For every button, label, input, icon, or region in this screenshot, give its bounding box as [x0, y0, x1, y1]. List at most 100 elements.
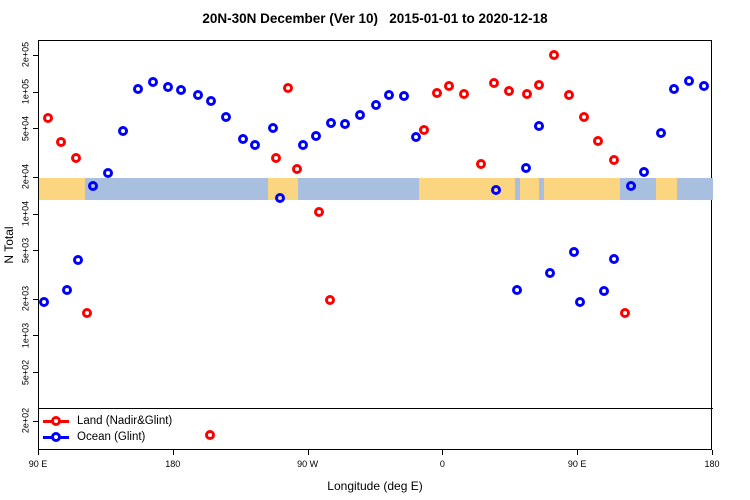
- data-point-ocean: [117, 126, 128, 137]
- data-point-land: [81, 307, 92, 318]
- data-point-land: [579, 112, 590, 123]
- data-point-land: [489, 77, 500, 88]
- x-tick: [577, 450, 579, 455]
- data-point-ocean: [162, 82, 173, 93]
- data-point-ocean: [102, 167, 113, 178]
- x-tick-label: 180: [165, 459, 181, 469]
- data-point-land: [564, 89, 575, 100]
- data-point-ocean: [609, 254, 620, 265]
- y-tick-label: 2e+02: [20, 408, 31, 434]
- data-point-ocean: [511, 285, 522, 296]
- data-point-ocean: [221, 112, 232, 123]
- data-point-land: [522, 88, 533, 99]
- y-tick: [33, 128, 38, 130]
- data-point-ocean: [699, 81, 709, 92]
- map-land-segment: [419, 178, 621, 200]
- x-tick-label: 90 W: [297, 459, 319, 469]
- legend-symbol-land: [43, 416, 69, 426]
- data-point-ocean: [176, 85, 187, 96]
- data-point-land: [475, 158, 486, 169]
- y-tick: [33, 250, 38, 252]
- legend-label-ocean: Ocean (Glint): [77, 431, 146, 443]
- map-land-segment: [39, 178, 86, 200]
- x-tick-label: 90 E: [28, 459, 48, 469]
- y-tick: [33, 176, 38, 178]
- data-point-ocean: [544, 268, 555, 279]
- x-tick: [38, 450, 39, 455]
- data-point-land: [56, 137, 67, 148]
- data-point-ocean: [87, 181, 98, 192]
- data-point-ocean: [72, 254, 83, 265]
- x-tick: [307, 450, 309, 455]
- data-point-land: [549, 49, 560, 60]
- cutoff-line: [39, 408, 713, 409]
- data-point-ocean: [38, 297, 49, 308]
- x-tick: [172, 450, 174, 455]
- data-point-ocean: [275, 192, 286, 203]
- data-point-land: [282, 82, 293, 93]
- legend: Land (Nadir&Glint) Ocean (Glint): [43, 413, 172, 445]
- legend-label-land: Land (Nadir&Glint): [77, 415, 173, 427]
- data-point-land: [592, 136, 603, 147]
- data-point-ocean: [598, 285, 609, 296]
- open-circle-icon: [51, 432, 61, 442]
- data-point-land: [291, 164, 302, 175]
- data-point-land: [534, 79, 545, 90]
- x-tick-label: 0: [439, 459, 445, 469]
- data-point-ocean: [399, 90, 410, 101]
- x-tick-label: 90 E: [567, 459, 587, 469]
- y-tick-label: 5e+02: [20, 359, 31, 385]
- x-axis-label: Longitude (deg E): [327, 479, 423, 493]
- data-point-ocean: [132, 84, 143, 95]
- y-axis-label: N Total: [2, 226, 16, 264]
- data-point-ocean: [655, 127, 666, 138]
- data-point-ocean: [237, 133, 248, 144]
- chart-title: 20N-30N December (Ver 10) 2015-01-01 to …: [202, 11, 548, 26]
- data-point-land: [619, 307, 630, 318]
- y-tick: [33, 91, 38, 93]
- data-point-ocean: [354, 109, 365, 120]
- plot-area: Land (Nadir&Glint) Ocean (Glint): [38, 40, 713, 450]
- data-point-land: [418, 125, 429, 136]
- data-point-land: [504, 86, 515, 97]
- data-point-ocean: [339, 119, 350, 130]
- data-point-ocean: [490, 184, 501, 195]
- data-point-ocean: [411, 132, 422, 143]
- data-point-ocean: [297, 140, 308, 151]
- data-point-ocean: [192, 89, 203, 100]
- legend-item-ocean: Ocean (Glint): [43, 429, 172, 445]
- data-point-ocean: [669, 84, 680, 95]
- data-point-land: [71, 153, 82, 164]
- map-ocean-gap: [515, 178, 520, 200]
- data-point-ocean: [574, 297, 585, 308]
- data-point-land: [459, 88, 470, 99]
- y-tick: [33, 420, 38, 422]
- data-point-ocean: [639, 166, 650, 177]
- data-point-ocean: [384, 89, 395, 100]
- open-circle-icon: [51, 416, 61, 426]
- data-point-ocean: [326, 118, 337, 129]
- data-point-land: [42, 112, 53, 123]
- data-point-land: [324, 294, 335, 305]
- map-band: [39, 178, 713, 200]
- map-land-segment: [656, 178, 678, 200]
- y-tick: [33, 335, 38, 337]
- data-point-land: [270, 153, 281, 164]
- y-tick: [33, 298, 38, 300]
- data-point-land: [609, 155, 620, 166]
- legend-symbol-ocean: [43, 432, 69, 442]
- data-point-ocean: [267, 123, 278, 134]
- y-tick-label: 5e+03: [20, 237, 31, 263]
- data-point-ocean: [147, 77, 158, 88]
- legend-item-land: Land (Nadir&Glint): [43, 413, 172, 429]
- data-point-land: [444, 81, 455, 92]
- data-point-ocean: [206, 95, 217, 106]
- data-point-ocean: [625, 181, 636, 192]
- data-point-ocean: [684, 75, 695, 86]
- data-point-ocean: [62, 285, 73, 296]
- x-tick: [442, 450, 444, 455]
- y-tick: [33, 213, 38, 215]
- y-tick-label: 5e+04: [20, 115, 31, 141]
- data-point-ocean: [311, 131, 322, 142]
